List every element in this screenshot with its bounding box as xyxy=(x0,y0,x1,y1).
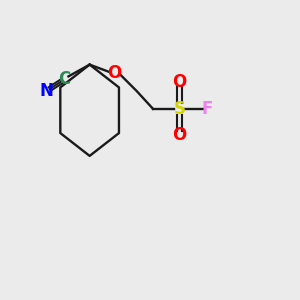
Text: O: O xyxy=(172,73,187,91)
Text: F: F xyxy=(202,100,213,118)
Text: S: S xyxy=(173,100,185,118)
Text: O: O xyxy=(172,126,187,144)
Text: N: N xyxy=(39,82,53,100)
Text: O: O xyxy=(107,64,122,82)
Text: C: C xyxy=(58,70,71,88)
